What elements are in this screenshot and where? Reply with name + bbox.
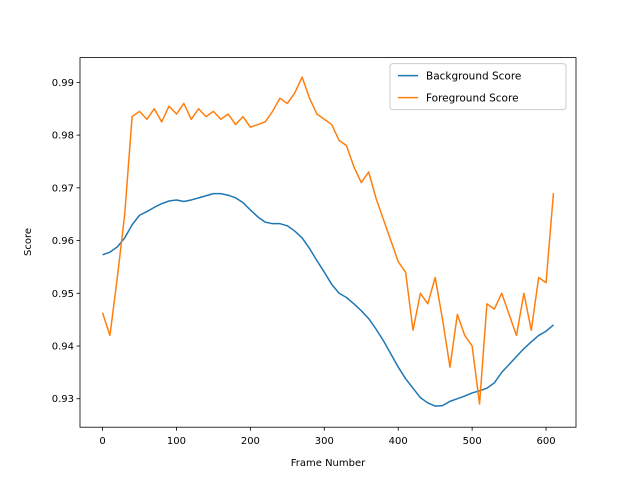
x-tick-label: 300 bbox=[315, 436, 334, 447]
y-tick-label: 0.98 bbox=[52, 131, 74, 142]
x-tick-label: 200 bbox=[241, 436, 260, 447]
legend-label: Foreground Score bbox=[426, 93, 519, 105]
legend-box bbox=[389, 63, 567, 111]
series-line bbox=[101, 76, 555, 405]
y-axis-label: Score bbox=[23, 228, 34, 256]
x-tick-label: 600 bbox=[537, 436, 556, 447]
x-axis-label: Frame Number bbox=[291, 458, 366, 469]
y-tick-label: 0.97 bbox=[52, 183, 74, 194]
x-tick-label: 400 bbox=[389, 436, 408, 447]
y-tick-label: 0.93 bbox=[52, 394, 74, 405]
y-tick-label: 0.94 bbox=[52, 342, 74, 353]
y-tick-label: 0.96 bbox=[52, 236, 74, 247]
series-line bbox=[102, 192, 554, 407]
legend-label: Background Score bbox=[426, 71, 521, 83]
y-tick-label: 0.95 bbox=[52, 289, 74, 300]
x-tick-label: 0 bbox=[99, 436, 105, 447]
plot-frame bbox=[79, 57, 577, 428]
x-tick-label: 100 bbox=[167, 436, 186, 447]
x-tick-label: 500 bbox=[463, 436, 482, 447]
y-tick-label: 0.99 bbox=[52, 78, 74, 89]
